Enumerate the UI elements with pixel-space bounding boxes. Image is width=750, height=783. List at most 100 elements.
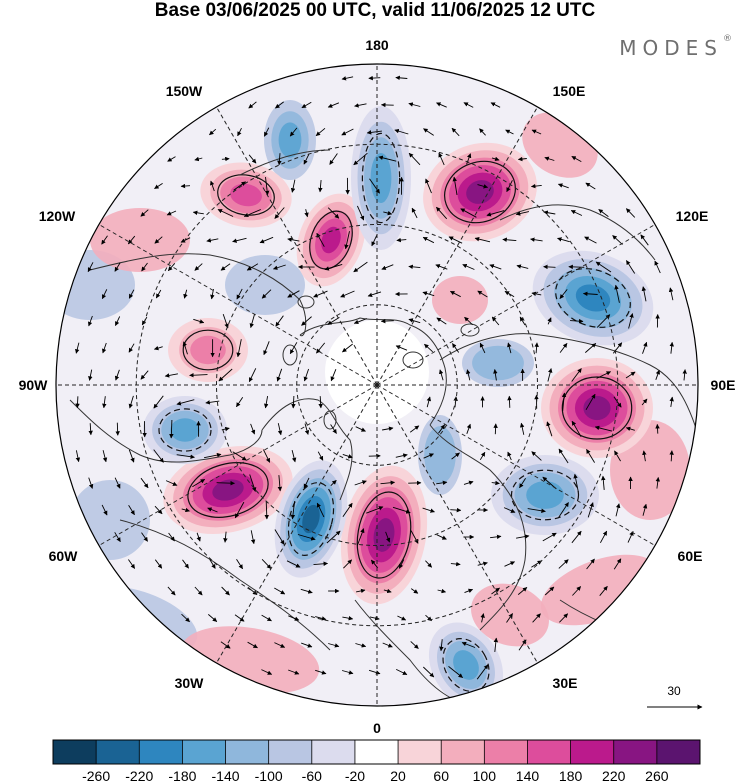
- wind-arrow: [627, 530, 634, 543]
- anomaly-contour: [278, 122, 302, 158]
- wind-arrow: [568, 264, 585, 270]
- wind-arrow: [585, 182, 596, 190]
- colorbar-swatch: [311, 740, 356, 764]
- meridian-line: [98, 384, 378, 546]
- colorbar-swatch: [225, 740, 269, 764]
- wind-arrow: [303, 477, 310, 489]
- wind-arrow: [507, 451, 512, 461]
- wind-arrow: [669, 396, 674, 407]
- wind-arrow: [451, 452, 460, 460]
- wind-arrow: [264, 177, 270, 196]
- wind-arrow: [248, 368, 257, 383]
- wind-arrow: [102, 396, 107, 409]
- wind-arrow: [625, 426, 635, 432]
- colorbar-label: -220: [125, 768, 153, 783]
- wind-arrow: [88, 477, 94, 489]
- wind-arrow: [594, 425, 613, 432]
- wind-arrow: [141, 262, 148, 272]
- wind-arrow: [154, 236, 163, 244]
- wind-arrow: [383, 210, 393, 216]
- wind-arrow: [167, 263, 176, 272]
- wind-arrow: [277, 475, 283, 492]
- wind-arrow: [313, 561, 329, 566]
- wind-arrow: [102, 450, 108, 463]
- blue-center-russia: [526, 481, 564, 509]
- wind-arrow: [141, 532, 148, 542]
- wind-arrow: [247, 641, 258, 649]
- wind-arrow: [153, 395, 164, 409]
- height-contour: [442, 638, 490, 692]
- wind-arrow: [356, 588, 366, 594]
- wind-arrow: [261, 669, 273, 675]
- wind-arrow: [613, 558, 622, 570]
- island: [297, 295, 315, 309]
- wind-arrow: [324, 263, 343, 271]
- wind-arrow: [507, 395, 512, 408]
- anomaly-contour: [424, 426, 456, 484]
- meridian-line: [376, 106, 538, 386]
- colorbar-label: -180: [168, 768, 196, 783]
- wind-arrow: [164, 373, 178, 378]
- pink-center-europe: [373, 518, 395, 552]
- wind-arrow: [128, 559, 136, 569]
- colorbar-swatch: [613, 740, 658, 764]
- wind-arrow: [480, 613, 485, 623]
- wind-arrow: [612, 235, 623, 245]
- wind-arrow: [669, 341, 674, 354]
- meridian-line: [216, 106, 378, 386]
- wind-arrow: [356, 528, 365, 546]
- wind-arrow: [367, 291, 382, 297]
- coastline: [261, 398, 353, 501]
- wind-arrow: [479, 128, 486, 136]
- wind-arrow: [398, 559, 405, 569]
- wind-arrow: [464, 588, 474, 594]
- wind-arrow: [222, 313, 229, 329]
- wind-vectors: [75, 75, 687, 680]
- wind-arrow: [153, 449, 164, 463]
- wind-arrow: [436, 102, 447, 108]
- wind-arrow: [355, 426, 366, 432]
- island: [282, 344, 298, 366]
- blue-center-siberia: [575, 284, 611, 312]
- wind-arrow: [154, 559, 163, 569]
- colorbar-label: 180: [559, 768, 583, 783]
- wind-arrow: [290, 501, 296, 520]
- wind-arrow: [288, 615, 300, 621]
- wind-arrow: [503, 507, 516, 513]
- wind-arrow: [168, 532, 175, 542]
- wind-arrow: [206, 238, 219, 243]
- wind-arrow: [165, 480, 178, 486]
- wind-arrow: [193, 318, 205, 324]
- wind-arrow: [304, 209, 309, 218]
- wind-arrow: [342, 343, 353, 353]
- blue-center-atlantic: [302, 504, 320, 534]
- wind-arrow: [128, 289, 135, 299]
- wind-arrow: [356, 205, 365, 221]
- height-contour: [287, 482, 335, 556]
- wind-arrow: [493, 423, 498, 435]
- wind-arrow: [217, 209, 234, 217]
- wind-arrow: [410, 641, 419, 649]
- colorbar-label: -100: [255, 768, 283, 783]
- wind-arrow: [600, 530, 608, 544]
- wind-arrow: [167, 156, 176, 162]
- wind-arrow: [275, 315, 284, 327]
- wind-arrow: [115, 422, 120, 436]
- wind-arrow: [425, 178, 432, 194]
- wind-arrow: [546, 421, 553, 437]
- height-contour: [158, 408, 212, 452]
- wind-arrow: [220, 641, 231, 649]
- wind-arrow: [477, 561, 488, 566]
- wind-arrow: [527, 508, 546, 513]
- wind-arrow: [272, 264, 286, 270]
- wind-arrow: [259, 236, 274, 244]
- wind-arrow: [655, 476, 661, 489]
- wind-arrow: [642, 341, 648, 354]
- wind-arrow: [408, 318, 421, 324]
- wind-arrow: [261, 289, 272, 299]
- wind-arrow: [655, 369, 661, 380]
- wind-arrow: [587, 502, 594, 518]
- wind-arrow: [194, 263, 203, 271]
- wind-arrow: [263, 341, 270, 356]
